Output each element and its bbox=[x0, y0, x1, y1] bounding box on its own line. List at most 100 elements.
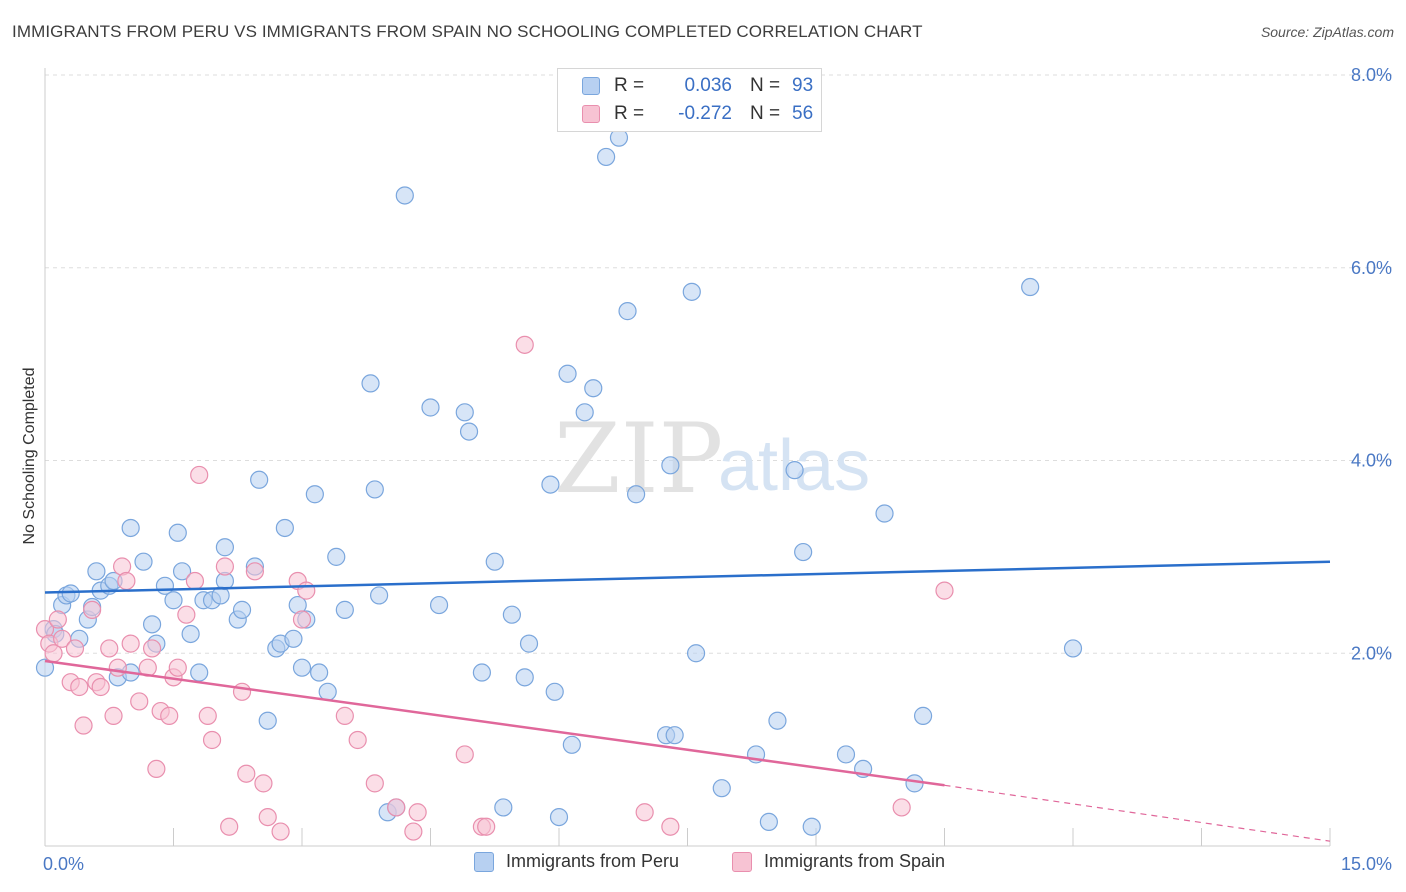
peru-point bbox=[515, 668, 534, 687]
peru-point bbox=[584, 379, 603, 398]
bottom-legend-peru: Immigrants from Peru bbox=[474, 851, 679, 872]
peru-point bbox=[134, 552, 153, 571]
source-label: Source: ZipAtlas.com bbox=[1260, 24, 1394, 40]
spain-point bbox=[455, 745, 474, 764]
spain-point bbox=[147, 759, 166, 779]
spain-point bbox=[232, 682, 252, 701]
peru-point bbox=[395, 186, 414, 205]
peru-point bbox=[190, 663, 209, 682]
spain-point bbox=[190, 465, 209, 485]
peru-point bbox=[164, 591, 183, 610]
peru-point bbox=[575, 403, 594, 422]
spain-point bbox=[142, 639, 162, 658]
peru-point bbox=[459, 422, 479, 441]
peru-point bbox=[181, 624, 200, 644]
peru-point bbox=[558, 364, 577, 383]
peru-point bbox=[875, 504, 894, 523]
peru-point bbox=[802, 817, 821, 836]
bottom-legend: Immigrants from Peru Immigrants from Spa… bbox=[0, 851, 1406, 877]
spain-point bbox=[100, 639, 119, 658]
peru-point bbox=[661, 456, 680, 475]
y-tick-label: 4.0% bbox=[1351, 451, 1392, 471]
peru-point bbox=[665, 726, 684, 745]
spain-point bbox=[348, 730, 367, 750]
peru-point bbox=[502, 605, 521, 624]
chart-title: IMMIGRANTS FROM PERU VS IMMIGRANTS FROM … bbox=[12, 22, 923, 41]
peru-point bbox=[562, 735, 581, 754]
y-tick-label: 8.0% bbox=[1351, 65, 1392, 85]
peru-point bbox=[370, 586, 389, 605]
legend-r-label: R = bbox=[614, 75, 645, 96]
spain-point bbox=[104, 706, 123, 725]
peru-point bbox=[794, 542, 813, 562]
peru-point bbox=[455, 403, 474, 422]
peru-point bbox=[712, 779, 731, 798]
legend-r-value: -0.272 bbox=[678, 103, 732, 124]
peru-point bbox=[87, 562, 106, 581]
peru-point bbox=[686, 644, 706, 663]
spain-point bbox=[48, 610, 67, 629]
bottom-legend-label-peru: Immigrants from Peru bbox=[506, 851, 680, 871]
spain-point bbox=[177, 605, 196, 624]
peru-point bbox=[250, 470, 269, 489]
peru-point bbox=[549, 807, 569, 827]
spain-point bbox=[74, 716, 93, 735]
spain-point bbox=[335, 706, 354, 725]
peru-point bbox=[597, 147, 616, 167]
peru-point bbox=[429, 595, 449, 615]
spain-point bbox=[254, 774, 273, 793]
legend: R = 0.036 N = 93 R = -0.272 N = 56 bbox=[557, 68, 822, 132]
peru-point bbox=[485, 552, 504, 571]
spain-point bbox=[215, 557, 234, 576]
spain-point bbox=[935, 581, 954, 600]
trendlines bbox=[44, 560, 1331, 842]
spain-point bbox=[515, 335, 534, 354]
bottom-legend-swatch-spain bbox=[732, 851, 752, 872]
peru-point bbox=[545, 682, 564, 701]
spain-point bbox=[220, 817, 239, 836]
peru-point bbox=[61, 584, 80, 603]
spain-point bbox=[168, 658, 187, 677]
peru-point bbox=[768, 711, 787, 730]
bottom-legend-swatch-peru bbox=[474, 851, 494, 872]
spain-point bbox=[121, 634, 140, 653]
spain-point bbox=[53, 629, 72, 648]
spain-point bbox=[185, 571, 205, 591]
spain-trendline bbox=[44, 659, 945, 787]
peru-point bbox=[1063, 639, 1083, 658]
peru-point bbox=[682, 282, 701, 301]
bottom-legend-label-spain: Immigrants from Spain bbox=[764, 851, 946, 871]
y-tick-label: 6.0% bbox=[1351, 258, 1392, 278]
peru-point bbox=[541, 475, 560, 494]
legend-n-value: 56 bbox=[792, 103, 814, 124]
tick-labels: 2.0% 4.0% 6.0% 8.0% 0.0% 15.0% bbox=[43, 65, 1392, 874]
legend-r-label: R = bbox=[614, 103, 645, 124]
peru-point bbox=[121, 518, 140, 538]
spain-point bbox=[408, 803, 427, 822]
peru-point bbox=[172, 562, 192, 581]
peru-point bbox=[494, 798, 513, 817]
spain-point bbox=[892, 798, 911, 817]
peru-point bbox=[335, 600, 354, 619]
legend-n-label: N = bbox=[750, 103, 781, 124]
x-tick-label: 15.0% bbox=[1341, 854, 1392, 874]
peru-point bbox=[305, 485, 324, 504]
spain-point bbox=[245, 562, 264, 581]
spain-point bbox=[271, 822, 290, 841]
peru-point bbox=[421, 398, 440, 417]
spain-point bbox=[160, 706, 179, 725]
spain-point bbox=[387, 798, 406, 817]
peru-trendline bbox=[44, 560, 1331, 594]
legend-r-value: 0.036 bbox=[684, 75, 732, 96]
peru-point bbox=[232, 600, 252, 619]
peru-point bbox=[1021, 277, 1040, 297]
spain-point bbox=[237, 764, 256, 783]
peru-point bbox=[626, 485, 646, 504]
spain-point bbox=[258, 807, 277, 827]
peru-point bbox=[519, 634, 539, 653]
spain-point bbox=[198, 706, 217, 725]
peru-point bbox=[35, 658, 55, 677]
peru-point bbox=[361, 374, 380, 393]
spain-point bbox=[202, 730, 222, 750]
